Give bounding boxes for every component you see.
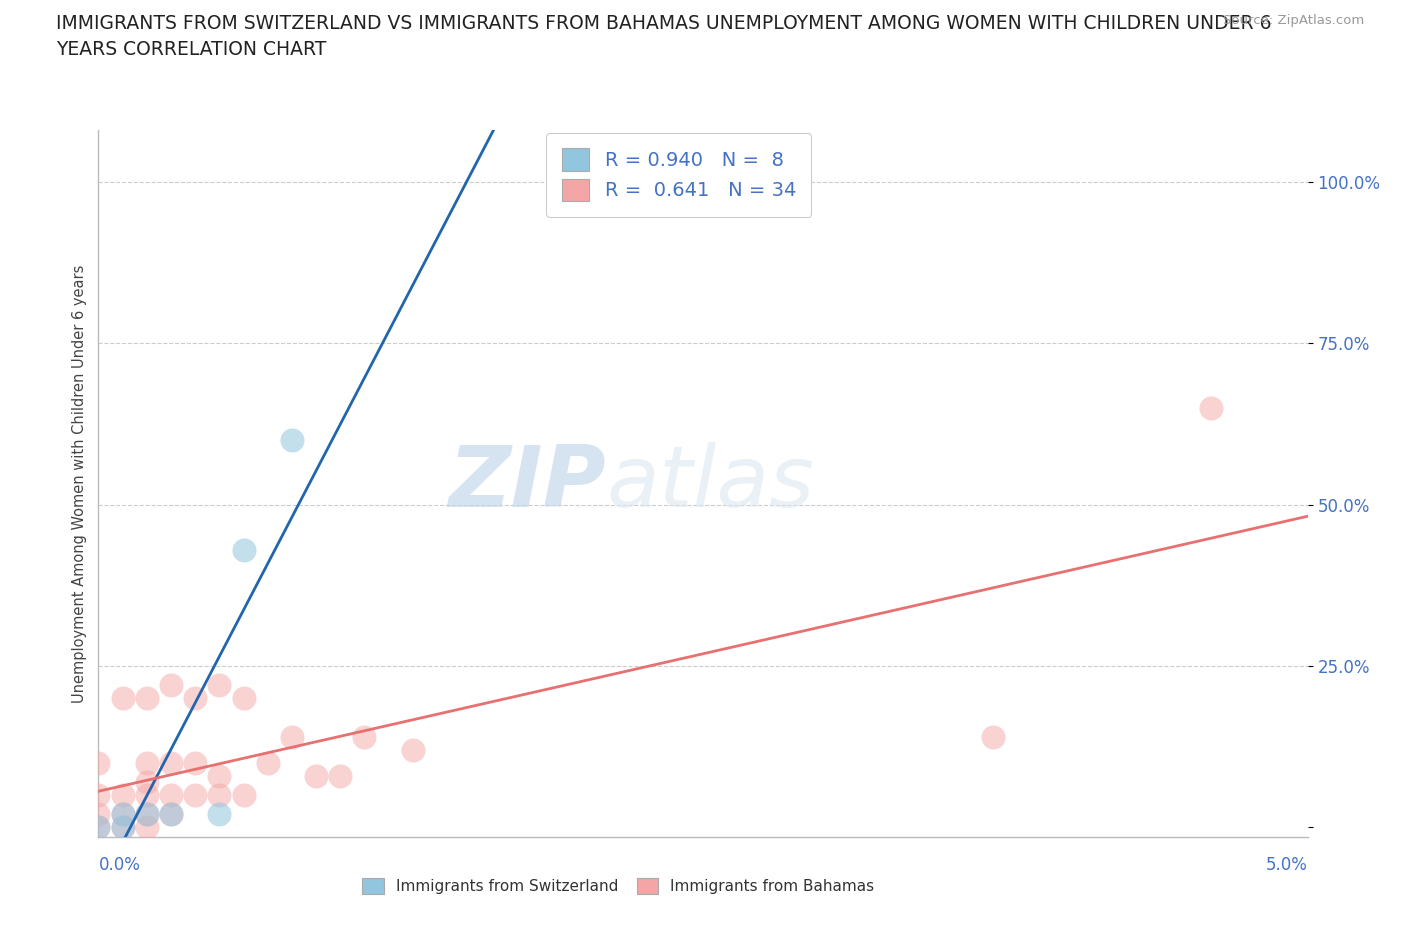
Point	[184, 788, 207, 803]
Point	[135, 691, 157, 706]
Point	[281, 729, 304, 744]
Point	[981, 729, 1004, 744]
Point	[305, 768, 328, 783]
Point	[135, 788, 157, 803]
Text: IMMIGRANTS FROM SWITZERLAND VS IMMIGRANTS FROM BAHAMAS UNEMPLOYMENT AMONG WOMEN : IMMIGRANTS FROM SWITZERLAND VS IMMIGRANT…	[56, 14, 1272, 33]
Point	[135, 807, 157, 822]
Point	[1199, 400, 1222, 415]
Point	[87, 820, 110, 835]
Point	[135, 820, 157, 835]
Point	[208, 678, 231, 693]
Point	[135, 807, 157, 822]
Point	[208, 807, 231, 822]
Point	[160, 807, 183, 822]
Point	[256, 755, 278, 770]
Point	[111, 807, 134, 822]
Point	[111, 691, 134, 706]
Point	[160, 807, 183, 822]
Point	[135, 755, 157, 770]
Point	[208, 768, 231, 783]
Point	[87, 788, 110, 803]
Point	[111, 788, 134, 803]
Point	[111, 820, 134, 835]
Point	[111, 820, 134, 835]
Y-axis label: Unemployment Among Women with Children Under 6 years: Unemployment Among Women with Children U…	[72, 264, 87, 703]
Point	[87, 755, 110, 770]
Text: 5.0%: 5.0%	[1265, 856, 1308, 873]
Point	[232, 542, 254, 557]
Text: 0.0%: 0.0%	[98, 856, 141, 873]
Text: Source: ZipAtlas.com: Source: ZipAtlas.com	[1223, 14, 1364, 27]
Point	[232, 691, 254, 706]
Point	[160, 788, 183, 803]
Point	[111, 807, 134, 822]
Point	[160, 755, 183, 770]
Text: YEARS CORRELATION CHART: YEARS CORRELATION CHART	[56, 40, 326, 59]
Point	[329, 768, 352, 783]
Text: ZIP: ZIP	[449, 442, 606, 525]
Point	[87, 807, 110, 822]
Point	[184, 755, 207, 770]
Point	[402, 742, 425, 757]
Point	[353, 729, 375, 744]
Point	[184, 691, 207, 706]
Point	[135, 775, 157, 790]
Point	[232, 788, 254, 803]
Point	[87, 820, 110, 835]
Text: atlas: atlas	[606, 442, 814, 525]
Legend: Immigrants from Switzerland, Immigrants from Bahamas: Immigrants from Switzerland, Immigrants …	[356, 871, 880, 900]
Point	[208, 788, 231, 803]
Point	[160, 678, 183, 693]
Point	[281, 432, 304, 447]
